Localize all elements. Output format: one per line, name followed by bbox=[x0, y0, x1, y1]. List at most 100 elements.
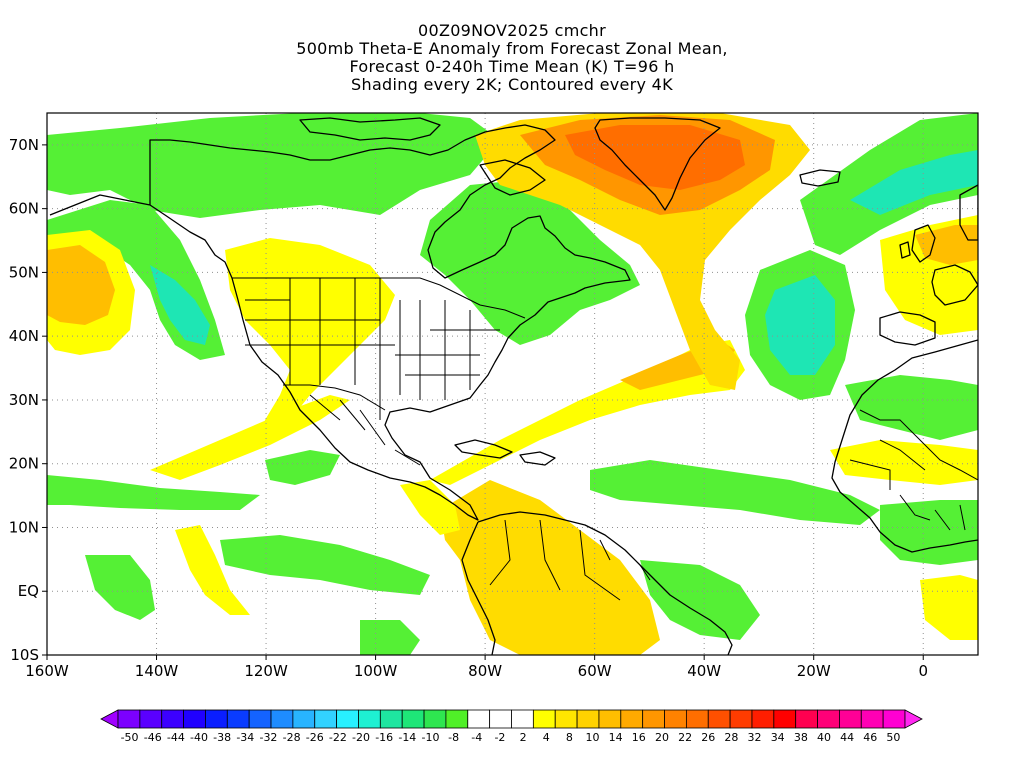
colorbar-label: 20 bbox=[655, 731, 669, 744]
colorbar-label: 16 bbox=[632, 731, 646, 744]
coast-greenland bbox=[594, 117, 721, 211]
colorbar-box bbox=[161, 709, 184, 729]
lat-label: 10N bbox=[9, 518, 39, 536]
coastlines bbox=[49, 117, 978, 655]
colorbar-label: -26 bbox=[306, 731, 324, 744]
colorbar: -50 -46 -44 -40 -38 -34 -32 -28 -26 -22 -20 -16 -14-… bbox=[100, 709, 923, 744]
title-line-4: Shading every 2K; Contoured every 4K bbox=[351, 75, 673, 94]
shade-green-africa bbox=[880, 500, 978, 565]
shade-yellow-west-us bbox=[225, 238, 395, 445]
colorbar-box bbox=[314, 709, 338, 729]
shade-green-pacific-sw bbox=[85, 555, 155, 620]
shade-green-pacific-mid bbox=[265, 450, 340, 485]
lon-label: 0 bbox=[918, 662, 928, 680]
colorbar-box bbox=[489, 709, 512, 729]
lon-label: 100W bbox=[354, 662, 398, 680]
colorbar-box bbox=[511, 709, 534, 729]
colorbar-box bbox=[423, 709, 447, 729]
colorbar-label: 50 bbox=[886, 731, 900, 744]
title-line-1: 00Z09NOV2025 cmchr bbox=[417, 21, 606, 40]
shade-yellow-africa-south bbox=[920, 575, 978, 640]
colorbar-label: 4 bbox=[543, 731, 550, 744]
coast-iceland bbox=[799, 169, 841, 187]
colorbar-box bbox=[729, 709, 753, 729]
colorbar-box bbox=[642, 709, 665, 729]
coast-north-america bbox=[49, 124, 631, 521]
lon-label: 160W bbox=[25, 662, 69, 680]
colorbar-box bbox=[139, 709, 163, 729]
colorbar-arrow-left bbox=[100, 709, 119, 729]
colorbar-label: -16 bbox=[375, 731, 393, 744]
colorbar-box bbox=[773, 709, 797, 729]
colorbar-box bbox=[817, 709, 840, 729]
colorbar-box bbox=[598, 709, 622, 729]
colorbar-box bbox=[226, 709, 250, 729]
colorbar-box bbox=[445, 709, 469, 729]
colorbar-box bbox=[554, 709, 578, 729]
coast-cuba bbox=[454, 439, 513, 459]
colorbar-box bbox=[183, 709, 206, 729]
border-south-america bbox=[489, 519, 651, 601]
colorbar-box bbox=[751, 709, 775, 729]
coast-british-isles bbox=[899, 224, 936, 263]
coast-scandinavia bbox=[959, 184, 978, 241]
lon-label: 40W bbox=[687, 662, 721, 680]
lat-label: 20N bbox=[9, 455, 39, 473]
coast-south-america bbox=[461, 511, 733, 655]
colorbar-label: -46 bbox=[144, 731, 162, 744]
latitude-labels: 70N 60N 50N 40N 30N 20N 10N EQ 10S bbox=[9, 136, 47, 664]
colorbar-label: 14 bbox=[609, 731, 623, 744]
lon-label: 140W bbox=[135, 662, 179, 680]
colorbar-label: 2 bbox=[520, 731, 527, 744]
lon-label: 60W bbox=[578, 662, 612, 680]
colorbar-box bbox=[248, 709, 272, 729]
colorbar-box bbox=[467, 709, 491, 729]
colorbar-label: -8 bbox=[448, 731, 459, 744]
colorbar-label: -32 bbox=[259, 731, 277, 744]
shade-green-amazon-e bbox=[640, 560, 760, 640]
colorbar-arrow-right bbox=[904, 709, 923, 729]
shade-teal-alaska bbox=[150, 265, 210, 345]
colorbar-label: 44 bbox=[840, 731, 854, 744]
lat-label: 40N bbox=[9, 327, 39, 345]
anomaly-shading bbox=[47, 113, 978, 655]
lon-label: 80W bbox=[468, 662, 502, 680]
lat-label: 30N bbox=[9, 391, 39, 409]
coast-baffin bbox=[479, 159, 546, 196]
shade-green-pacific-trop bbox=[47, 475, 260, 510]
colorbar-box bbox=[664, 709, 687, 729]
colorbar-label: -34 bbox=[236, 731, 254, 744]
colorbar-box bbox=[379, 709, 403, 729]
colorbar-box bbox=[117, 709, 141, 729]
shade-orange-ne-pacific bbox=[47, 245, 115, 325]
colorbar-box bbox=[882, 709, 906, 729]
title-line-3: Forecast 0-240h Time Mean (K) T=96 h bbox=[349, 57, 675, 76]
lon-label: 120W bbox=[244, 662, 288, 680]
title-block: 00Z09NOV2025 cmchr 500mb Theta-E Anomaly… bbox=[0, 22, 1024, 94]
lat-label: 50N bbox=[9, 263, 39, 281]
colorbar-box bbox=[795, 709, 818, 729]
shade-yellow-pacific-equ bbox=[175, 525, 250, 615]
shade-yellow-subtropic-jet bbox=[150, 395, 350, 480]
border-us-states bbox=[245, 278, 500, 420]
border-us-canada bbox=[232, 277, 526, 319]
coast-arctic-islands bbox=[299, 117, 441, 141]
colorbar-label: 28 bbox=[724, 731, 738, 744]
colorbar-label: 34 bbox=[771, 731, 785, 744]
lat-label: 70N bbox=[9, 136, 39, 154]
colorbar-label: -14 bbox=[398, 731, 416, 744]
colorbar-label: 32 bbox=[748, 731, 762, 744]
colorbar-box bbox=[205, 709, 228, 729]
shade-green-subtropic-east bbox=[845, 375, 978, 440]
colorbar-label: -22 bbox=[329, 731, 347, 744]
colorbar-label: 38 bbox=[794, 731, 808, 744]
shade-darkorange-greenland bbox=[565, 125, 745, 190]
colorbar-label: -20 bbox=[352, 731, 370, 744]
colorbar-box bbox=[270, 709, 294, 729]
colorbar-label: -10 bbox=[422, 731, 440, 744]
title-line-2: 500mb Theta-E Anomaly from Forecast Zona… bbox=[296, 39, 728, 58]
shade-green-tropical-east bbox=[590, 460, 880, 525]
shade-green-south-pac bbox=[360, 620, 420, 655]
colorbar-label: -44 bbox=[167, 731, 185, 744]
colorbar-box bbox=[620, 709, 644, 729]
